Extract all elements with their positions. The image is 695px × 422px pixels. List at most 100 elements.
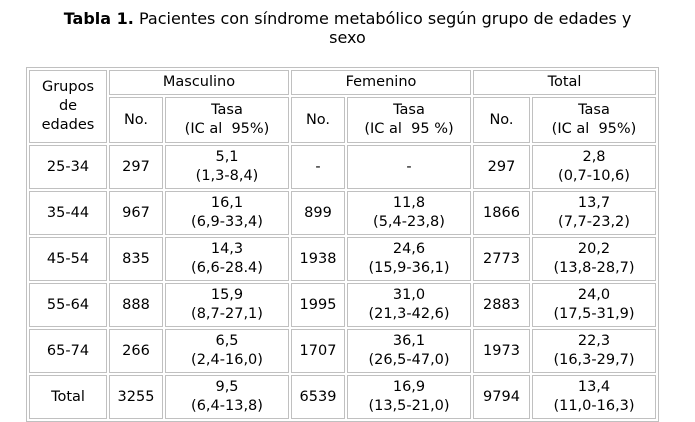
tasa-value: 31,0 [392, 287, 426, 303]
age-group-cell: 25-34 [29, 145, 107, 189]
tasa-value: 16,9 [392, 379, 426, 395]
femenino-tasa-cell: 36,1 (26,5-47,0) [347, 329, 471, 373]
tasa-label: Tasa [393, 102, 425, 118]
header-tasa-femenino: Tasa (IC al 95 %) [347, 97, 471, 143]
masculino-no-cell: 297 [109, 145, 163, 189]
total-tasa-cell: 13,7 (7,7-23,2) [532, 191, 656, 235]
header-age-groups-line3: edades [41, 117, 95, 133]
table-row: 35-44 967 16,1 (6,9-33,4) 899 11,8 (5,4-… [29, 191, 656, 235]
age-group-cell: 65-74 [29, 329, 107, 373]
tasa-ci: (13,8-28,7) [553, 260, 635, 276]
header-tasa-masculino: Tasa (IC al 95%) [165, 97, 289, 143]
femenino-tasa-cell: 31,0 (21,3-42,6) [347, 283, 471, 327]
tasa-value: 2,8 [582, 149, 606, 165]
total-tasa-cell: 13,4 (11,0-16,3) [532, 375, 656, 419]
femenino-no-cell: 6539 [291, 375, 345, 419]
age-group-cell: 55-64 [29, 283, 107, 327]
femenino-tasa-cell: 11,8 (5,4-23,8) [347, 191, 471, 235]
masculino-no-cell: 835 [109, 237, 163, 281]
header-no-femenino: No. [291, 97, 345, 143]
tasa-ci: (11,0-16,3) [553, 398, 635, 414]
total-no-cell: 1866 [473, 191, 530, 235]
table-row: 25-34 297 5,1 (1,3-8,4) - - 297 2,8 (0,7… [29, 145, 656, 189]
total-tasa-cell: 22,3 (16,3-29,7) [532, 329, 656, 373]
tasa-ci: (16,3-29,7) [553, 352, 635, 368]
tasa-ci: (6,4-13,8) [191, 398, 263, 414]
masculino-tasa-cell: 9,5 (6,4-13,8) [165, 375, 289, 419]
femenino-tasa-cell: - [347, 145, 471, 189]
masculino-no-cell: 888 [109, 283, 163, 327]
header-no-masculino: No. [109, 97, 163, 143]
femenino-tasa-cell: 16,9 (13,5-21,0) [347, 375, 471, 419]
age-group-cell: 45-54 [29, 237, 107, 281]
tasa-ci: (21,3-42,6) [368, 306, 450, 322]
tasa-value: 9,5 [215, 379, 239, 395]
total-no-cell: 1973 [473, 329, 530, 373]
masculino-no-cell: 967 [109, 191, 163, 235]
tasa-ci-label: (IC al 95 %) [364, 121, 454, 137]
tasa-value: 20,2 [577, 241, 611, 257]
header-femenino: Femenino [291, 70, 471, 95]
header-masculino: Masculino [109, 70, 289, 95]
masculino-no-cell: 3255 [109, 375, 163, 419]
tasa-value: 14,3 [210, 241, 244, 257]
tasa-value: 22,3 [577, 333, 611, 349]
femenino-no-cell: - [291, 145, 345, 189]
femenino-no-cell: 1995 [291, 283, 345, 327]
tasa-ci: (2,4-16,0) [191, 352, 263, 368]
age-group-cell: 35-44 [29, 191, 107, 235]
tasa-value: 5,1 [215, 149, 239, 165]
masculino-tasa-cell: 16,1 (6,9-33,4) [165, 191, 289, 235]
total-no-cell: 9794 [473, 375, 530, 419]
tasa-label: Tasa [578, 102, 610, 118]
tasa-value: 36,1 [392, 333, 426, 349]
total-tasa-cell: 2,8 (0,7-10,6) [532, 145, 656, 189]
header-age-groups-line2: de [58, 98, 78, 114]
tasa-ci: (26,5-47,0) [368, 352, 450, 368]
tasa-ci: (5,4-23,8) [373, 214, 445, 230]
tasa-ci: (6,6-28.4) [191, 260, 263, 276]
tasa-value: 24,6 [392, 241, 426, 257]
tasa-ci: (15,9-36,1) [368, 260, 450, 276]
tasa-ci: (1,3-8,4) [195, 168, 259, 184]
table-row: 65-74 266 6,5 (2,4-16,0) 1707 36,1 (26,5… [29, 329, 656, 373]
total-no-cell: 2773 [473, 237, 530, 281]
tasa-ci-label: (IC al 95%) [184, 121, 270, 137]
table-caption: Tabla 1. Pacientes con síndrome metabóli… [53, 9, 643, 47]
tasa-ci: (8,7-27,1) [191, 306, 263, 322]
tasa-value: - [406, 158, 412, 175]
femenino-no-cell: 1938 [291, 237, 345, 281]
tasa-value: 13,7 [577, 195, 611, 211]
header-sub-row: No. Tasa (IC al 95%) No. Tasa (IC al 95 … [29, 97, 656, 143]
age-group-cell: Total [29, 375, 107, 419]
table-caption-text: Pacientes con síndrome metabólico según … [138, 9, 632, 47]
femenino-no-cell: 1707 [291, 329, 345, 373]
total-tasa-cell: 24,0 (17,5-31,9) [532, 283, 656, 327]
tasa-value: 15,9 [210, 287, 244, 303]
total-tasa-cell: 20,2 (13,8-28,7) [532, 237, 656, 281]
tasa-ci: (13,5-21,0) [368, 398, 450, 414]
masculino-tasa-cell: 5,1 (1,3-8,4) [165, 145, 289, 189]
header-age-groups-line1: Grupos [41, 79, 95, 95]
tasa-ci: (7,7-23,2) [558, 214, 630, 230]
tasa-value: 11,8 [392, 195, 426, 211]
tasa-ci: (6,9-33,4) [191, 214, 263, 230]
masculino-no-cell: 266 [109, 329, 163, 373]
table-row: 45-54 835 14,3 (6,6-28.4) 1938 24,6 (15,… [29, 237, 656, 281]
header-no-total: No. [473, 97, 530, 143]
tasa-ci: (17,5-31,9) [553, 306, 635, 322]
tasa-value: 16,1 [210, 195, 244, 211]
page: { "title": { "prefix": "Tabla 1.", "text… [0, 9, 695, 422]
header-total: Total [473, 70, 656, 95]
tasa-label: Tasa [211, 102, 243, 118]
femenino-tasa-cell: 24,6 (15,9-36,1) [347, 237, 471, 281]
masculino-tasa-cell: 14,3 (6,6-28.4) [165, 237, 289, 281]
tasa-ci-label: (IC al 95%) [551, 121, 637, 137]
femenino-no-cell: 899 [291, 191, 345, 235]
table-row: 55-64 888 15,9 (8,7-27,1) 1995 31,0 (21,… [29, 283, 656, 327]
header-age-groups: Grupos de edades [29, 70, 107, 143]
patients-table: Grupos de edades Masculino Femenino Tota… [26, 67, 659, 422]
table-caption-label: Tabla 1. [63, 9, 134, 28]
header-tasa-total: Tasa (IC al 95%) [532, 97, 656, 143]
masculino-tasa-cell: 15,9 (8,7-27,1) [165, 283, 289, 327]
